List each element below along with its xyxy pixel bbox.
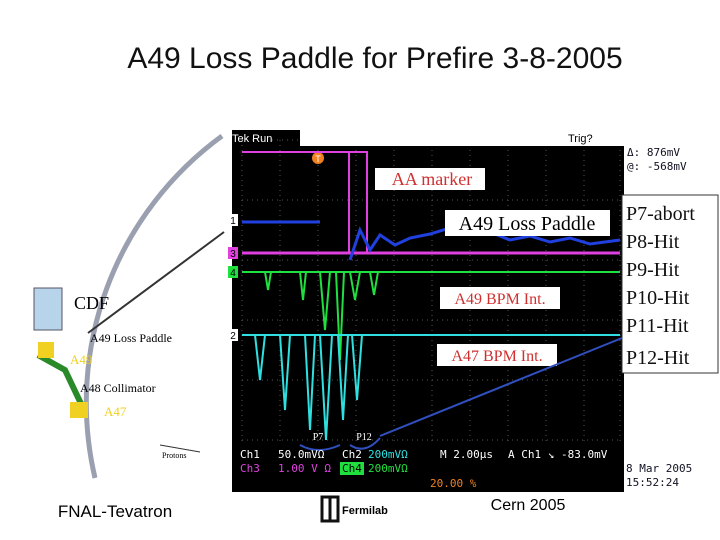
trigger-position: 20.00 %: [430, 477, 477, 490]
paddle-box: [445, 210, 610, 236]
ch3-scale: 1.00 V Ω: [278, 462, 331, 475]
beamline: [36, 352, 87, 412]
ch2-marker-label: 2: [230, 331, 236, 342]
ch3-marker-label: 3: [230, 249, 236, 260]
cursor-delta: Δ: 876mV: [627, 146, 680, 159]
scope-screen: [232, 130, 624, 492]
hit-bracket: [299, 437, 381, 451]
scope-clock: 15:52:24: [626, 476, 679, 489]
ch1-label: Ch1: [240, 448, 260, 461]
scope-status: Tek Run: [232, 133, 272, 145]
ch4-marker: [228, 266, 238, 278]
a48-label: A48 Collimator: [80, 381, 156, 395]
hit-entry: P7-abort: [626, 203, 695, 225]
trigger-marker: [312, 152, 324, 164]
paddle-arrow: [87, 231, 225, 334]
aa-box: [375, 168, 485, 190]
cdf-box: [33, 287, 63, 331]
cursor-at: @: -568mV: [627, 160, 687, 173]
hit-entry: P10-Hit: [626, 287, 690, 309]
ch4-label: Ch4: [342, 462, 362, 475]
a47-bpm-box: [437, 344, 557, 366]
protons-label: Protons: [162, 451, 186, 460]
a49-box: [38, 342, 54, 358]
slide-title: A49 Loss Paddle for Prefire 3-8-2005: [127, 42, 622, 75]
hit-entry: P8-Hit: [626, 231, 680, 253]
hit-entry: P9-Hit: [626, 259, 680, 281]
p7-label: P7: [313, 432, 324, 443]
ring: [83, 133, 224, 479]
ch2-marker: [228, 329, 238, 341]
cdf-label: CDF: [74, 293, 109, 313]
fermilab-logo: Fermilab: [320, 495, 388, 523]
ch1-marker: [228, 214, 238, 226]
hit-arrow: [379, 337, 623, 437]
scope-date: 8 Mar 2005: [626, 462, 692, 475]
ch3-label: Ch3: [240, 462, 260, 475]
a47-box: [70, 402, 88, 418]
hit-entry: P12-Hit: [626, 347, 690, 369]
a47-label: A47: [104, 404, 127, 419]
scope-header: [300, 130, 625, 146]
a49-bpm-label: A49 BPM Int.: [454, 291, 545, 308]
paddle-label: A49 Loss Paddle: [90, 331, 172, 345]
p12-label: P12: [356, 432, 372, 443]
ch2-scale: 200mVΩ: [368, 448, 408, 461]
trigger-marker-label: T: [315, 154, 321, 164]
footer-center: Cern 2005: [491, 497, 566, 514]
a49-bpm-box: [440, 287, 560, 309]
ch2-trace: [242, 334, 620, 441]
protons-arrow: [159, 444, 201, 453]
logo-text: Fermilab: [342, 505, 388, 517]
trigger-setting: A Ch1 ↘ -83.0mV: [508, 448, 608, 461]
loss-paddle-label: A49 Loss Paddle: [459, 213, 596, 235]
scope-grid: [241, 139, 621, 445]
a47-bpm-label: A47 BPM Int.: [451, 348, 542, 365]
hit-entry: P11-Hit: [626, 315, 689, 337]
ch2-label: Ch2: [342, 448, 362, 461]
ch3-marker: [228, 247, 238, 259]
ch1-marker-label: 1: [230, 216, 236, 227]
footer-left: FNAL-Tevatron: [58, 502, 172, 521]
ch4-marker-label: 4: [230, 268, 236, 279]
time-scale: M 2.00µs: [440, 448, 493, 461]
ch1-scale: 50.0mVΩ: [278, 448, 325, 461]
a49-label: A49: [70, 352, 92, 367]
scope-trigger: Trig?: [568, 133, 593, 145]
ch4-tag: [340, 462, 364, 475]
hit-list-box: [621, 194, 719, 374]
aa-marker: AA marker: [392, 169, 472, 189]
ch4-scale: 200mVΩ: [368, 462, 408, 475]
